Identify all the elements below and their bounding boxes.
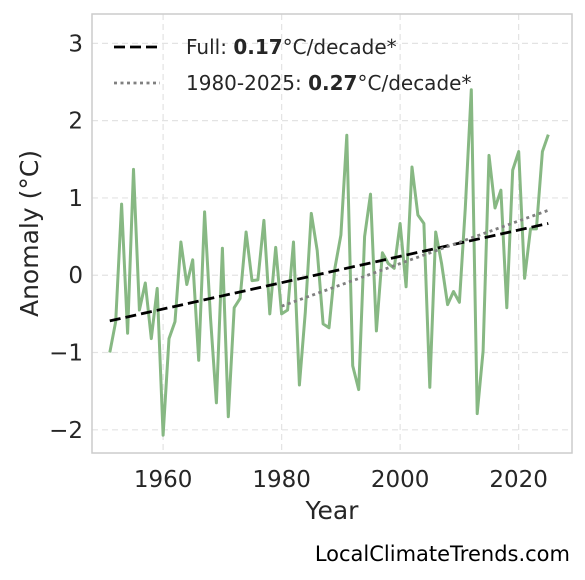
- y-tick-label: 2: [68, 109, 83, 135]
- series-layer: [108, 88, 550, 437]
- legend: Full: 0.17°C/decade* 1980-2025: 0.27°C/d…: [114, 35, 471, 95]
- trend-line-full: [109, 222, 549, 323]
- y-tick-label: −1: [49, 341, 83, 367]
- grid: [92, 14, 572, 453]
- tick-labels: 1960 1980 2000 2020 −2 −1 0 1 2 3: [49, 31, 548, 493]
- legend-entry-full: Full: 0.17°C/decade*: [186, 35, 397, 59]
- x-tick-label: 1960: [134, 467, 193, 493]
- y-tick-label: 1: [68, 186, 83, 212]
- plot-area: [92, 14, 572, 453]
- trend-line-1980-2025: [281, 208, 549, 308]
- y-axis-title: Anomaly (°C): [15, 150, 44, 317]
- y-tick-label: 3: [68, 31, 83, 57]
- x-tick-label: 2000: [371, 467, 430, 493]
- y-tick-label: −2: [49, 418, 83, 444]
- y-tick-label: 0: [68, 263, 83, 289]
- x-tick-label: 1980: [252, 467, 311, 493]
- plot-frame: [91, 13, 573, 454]
- x-tick-label: 2020: [489, 467, 548, 493]
- site-credit: LocalClimateTrends.com: [315, 542, 570, 566]
- x-axis-title: Year: [305, 496, 360, 525]
- legend-entry-1980-2025: 1980-2025: 0.27°C/decade*: [186, 71, 471, 95]
- series-line-anomaly: [108, 88, 550, 437]
